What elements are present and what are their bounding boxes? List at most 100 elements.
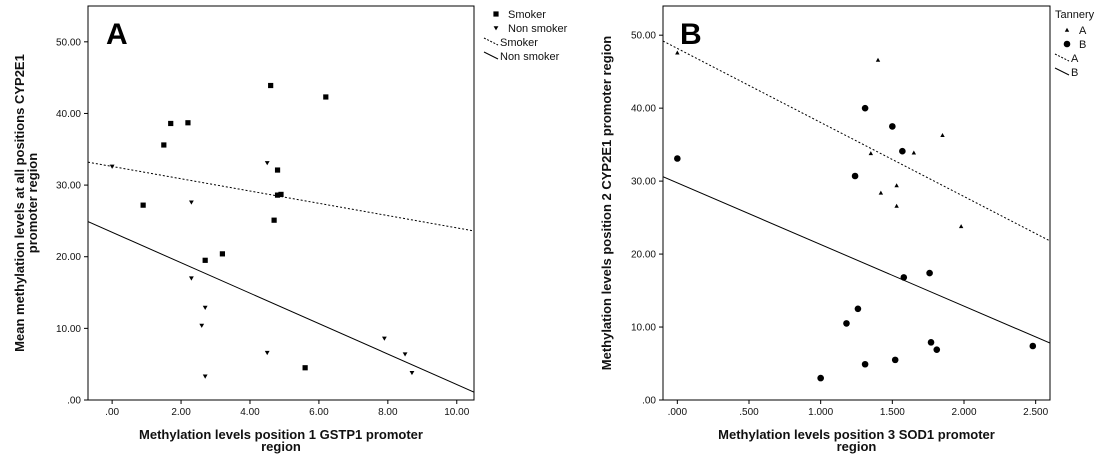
- data-point-smoker: [161, 142, 167, 148]
- y-tick-label: .00: [642, 396, 656, 407]
- data-point-non-smoker: [188, 200, 194, 205]
- fit-line-layer: [663, 40, 1050, 344]
- data-point-non-smoker: [381, 336, 387, 341]
- data-point-smoker: [323, 94, 329, 100]
- data-point-b: [674, 155, 681, 162]
- data-point-a: [911, 150, 917, 155]
- data-point-non-smoker: [402, 352, 408, 357]
- y-tick-label: 30.00: [631, 177, 656, 188]
- data-point-non-smoker: [202, 305, 208, 310]
- y-tick-label: 10.00: [56, 324, 81, 335]
- data-point-a: [878, 190, 884, 195]
- data-point-a: [894, 183, 899, 188]
- x-axis-label: Methylation levels position 3 SOD1 promo…: [718, 427, 995, 454]
- x-tick-label: .00: [105, 407, 119, 418]
- plot-frame: [87, 5, 475, 401]
- y-axis-label: Mean methylation levels at all positions…: [12, 54, 40, 352]
- chart-panel-a: .00 2.00 4.00 6.00 8.00 10.00 .00 10.00 20.00 30.…: [12, 5, 568, 454]
- data-point-smoker: [268, 82, 274, 89]
- y-tick-label: 50.00: [56, 37, 81, 48]
- legend-marker: [1064, 27, 1070, 32]
- data-point-non-smoker: [188, 276, 194, 281]
- legend-label: A: [1071, 53, 1079, 65]
- data-point-b: [854, 305, 862, 313]
- data-point-non-smoker: [109, 164, 115, 169]
- data-point-b: [891, 356, 899, 364]
- panel-letter: B: [680, 18, 702, 51]
- data-point-b: [861, 104, 869, 112]
- data-point-smoker: [271, 217, 277, 223]
- data-point-a: [958, 224, 964, 229]
- x-tick-label: 1.500: [880, 407, 905, 418]
- x-tick-label: 2.000: [951, 407, 976, 418]
- data-point-b: [933, 346, 941, 353]
- y-tick-label: .00: [67, 396, 81, 407]
- y-tick-label: 40.00: [56, 109, 81, 120]
- fit-line-non-smoker: [88, 221, 474, 393]
- legend-label: Smoker: [508, 9, 546, 21]
- legend-label: Non smoker: [508, 23, 568, 35]
- x-axis-label: Methylation levels position 1 GSTP1 prom…: [139, 427, 423, 454]
- data-point-b: [843, 320, 850, 327]
- x-tick-label: 10.00: [444, 407, 469, 418]
- y-tick-label: 50.00: [631, 31, 656, 42]
- data-point-smoker: [219, 251, 226, 257]
- legend-line: [483, 37, 499, 46]
- legend-line: [1054, 53, 1070, 62]
- x-tick-label: 6.00: [309, 407, 329, 418]
- legend-label: Non smoker: [500, 51, 560, 63]
- x-tick-label: .500: [739, 407, 759, 418]
- data-point-smoker: [185, 120, 191, 126]
- data-point-smoker: [168, 120, 174, 127]
- data-point-smoker: [278, 191, 284, 198]
- data-point-b: [851, 172, 859, 180]
- plot-frame: [662, 5, 1051, 401]
- data-point-a: [894, 203, 899, 208]
- data-point-smoker: [274, 167, 281, 173]
- y-tick-label: 30.00: [56, 181, 81, 192]
- data-point-non-smoker: [264, 161, 270, 166]
- legend-label: B: [1071, 67, 1078, 79]
- data-point-b: [900, 274, 908, 281]
- data-point-b: [926, 269, 933, 277]
- data-point-smoker: [302, 365, 308, 371]
- x-tick-label: 4.00: [240, 407, 260, 418]
- fit-line-b: [663, 176, 1050, 344]
- data-point-smoker: [140, 202, 146, 208]
- data-point-a: [875, 57, 881, 62]
- y-tick-label: 20.00: [56, 252, 81, 263]
- data-point-a: [868, 151, 874, 156]
- y-tick-label: 10.00: [631, 323, 656, 334]
- y-tick-label: 40.00: [631, 104, 656, 115]
- legend-label: A: [1079, 25, 1087, 37]
- data-point-b: [861, 360, 869, 368]
- data-point-smoker: [274, 192, 281, 198]
- panel-letter: A: [106, 18, 128, 51]
- data-point-non-smoker: [202, 374, 208, 379]
- fit-line-a: [663, 40, 1050, 242]
- data-point-non-smoker: [264, 350, 270, 356]
- x-tick-label: .000: [668, 407, 688, 418]
- data-point-b: [899, 147, 906, 155]
- legend: Smoker Non smoker Smoker Non smoker: [483, 9, 568, 63]
- y-tick-label: 20.00: [631, 250, 656, 261]
- chart-panel-b: .000 .500 1.000 1.500 2.000 2.500 .00 10.00 20.0…: [599, 5, 1095, 454]
- legend-marker: [493, 11, 499, 17]
- legend-line: [483, 51, 499, 60]
- legend-label: B: [1079, 39, 1086, 51]
- data-point-a: [940, 132, 945, 137]
- data-point-b: [889, 123, 896, 130]
- x-tick-label: 1.000: [808, 407, 833, 418]
- data-point-non-smoker: [409, 370, 415, 376]
- data-point-b: [927, 339, 935, 346]
- data-point-b: [817, 374, 824, 382]
- data-point-non-smoker: [199, 323, 205, 328]
- legend-line: [1054, 67, 1070, 76]
- x-tick-label: 2.00: [171, 407, 191, 418]
- legend-label: Smoker: [500, 37, 538, 49]
- legend-marker: [1063, 40, 1071, 48]
- data-point-a: [675, 50, 680, 55]
- data-point-b: [1029, 342, 1037, 350]
